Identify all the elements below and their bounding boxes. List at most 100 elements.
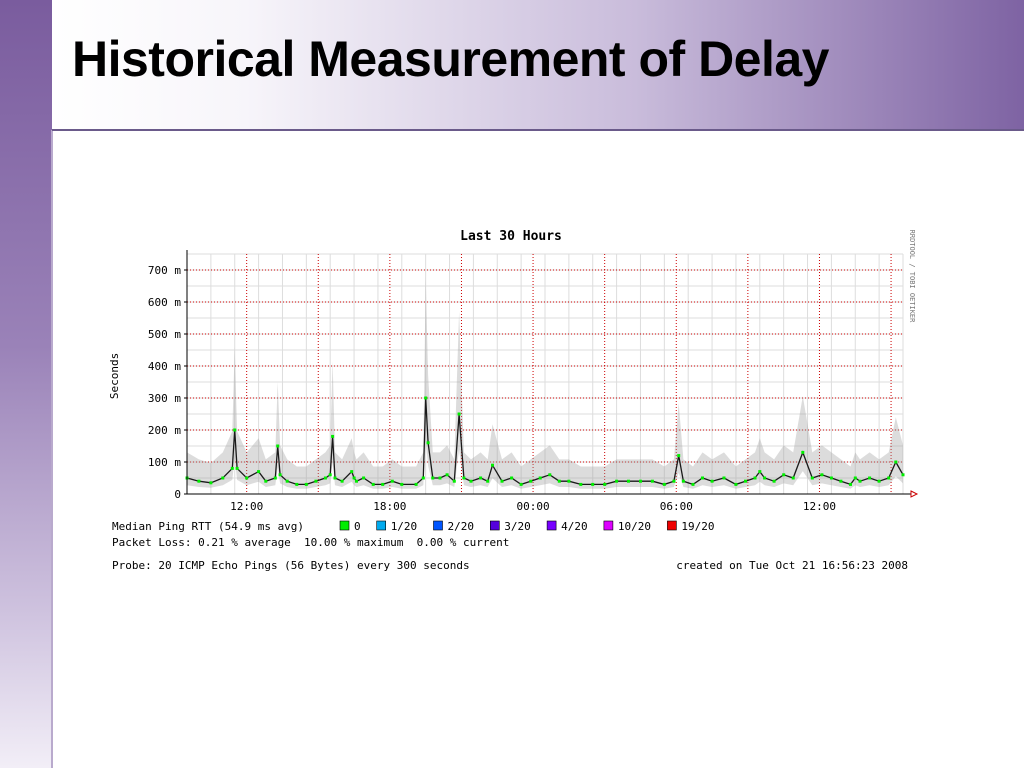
y-tick-label: 200 m [148, 424, 181, 437]
median-point [276, 444, 280, 448]
median-point [567, 479, 571, 483]
median-point [350, 470, 354, 474]
rrdtool-credit: RRDTOOL / TOBI OETIKER [908, 230, 916, 324]
median-point [257, 470, 261, 474]
median-point [615, 479, 619, 483]
slide-header-band [52, 0, 1024, 129]
y-tick-label: 0 [174, 488, 181, 501]
median-point [877, 479, 881, 483]
median-point [639, 479, 642, 483]
major-grid [187, 254, 903, 494]
median-point [701, 476, 704, 480]
median-point [452, 479, 456, 483]
median-point [362, 476, 366, 480]
median-point [479, 476, 483, 480]
median-point [352, 476, 356, 480]
median-point [414, 482, 418, 486]
median-point [328, 473, 332, 477]
x-tick-labels: 12:00 18:00 00:00 06:00 12:00 [230, 500, 836, 513]
median-point [868, 476, 872, 480]
y-tick-labels: 0 100 m 200 m 300 m 400 m 500 m 600 m 700 m [148, 264, 187, 501]
legend-swatch [546, 520, 557, 531]
x-tick-label: 12:00 [803, 500, 836, 513]
median-point [753, 476, 757, 480]
median-point [603, 482, 607, 486]
median-point [677, 454, 681, 458]
x-tick-label: 12:00 [230, 500, 263, 513]
median-point [500, 479, 504, 483]
median-point [457, 412, 461, 416]
legend-median: Median Ping RTT (54.9 ms avg) [112, 520, 304, 533]
legend-packet-loss: Packet Loss: 0.21 % average 10.00 % maxi… [112, 536, 509, 549]
median-point [801, 450, 805, 454]
median-point [510, 476, 514, 480]
slide-title: Historical Measurement of Delay [72, 31, 830, 87]
median-point [390, 479, 394, 483]
legend-loss-label: 4/20 [561, 520, 588, 533]
median-point [233, 428, 237, 432]
median-point [672, 479, 676, 483]
median-point [650, 479, 654, 483]
median-point [235, 466, 239, 470]
median-point [901, 473, 905, 477]
latency-spread [187, 276, 903, 489]
left-decor-bar [0, 0, 52, 768]
median-point [839, 479, 843, 483]
median-point [887, 476, 891, 480]
median-point [579, 482, 583, 486]
y-tick-label: 400 m [148, 360, 181, 373]
median-line [186, 397, 904, 486]
median-point [314, 479, 318, 483]
median-point [820, 473, 824, 477]
median-point [791, 476, 795, 480]
median-point [340, 479, 344, 483]
median-point [371, 482, 375, 486]
median-point [421, 476, 425, 480]
spread-band [187, 276, 903, 489]
y-tick-label: 500 m [148, 328, 181, 341]
median-point [304, 482, 308, 486]
legend-loss-label: 0 [354, 520, 361, 533]
median-point [829, 476, 833, 480]
left-decor-edge [51, 130, 53, 768]
median-point [744, 479, 747, 483]
y-tick-label: 300 m [148, 392, 181, 405]
loss-points [185, 396, 905, 486]
median-point [331, 434, 335, 438]
median-point [853, 476, 857, 480]
median-point [333, 476, 337, 480]
legend-swatch [667, 520, 677, 531]
median-point [758, 470, 762, 474]
axes [186, 250, 919, 498]
median-point [295, 482, 299, 486]
y-tick-label: 700 m [148, 264, 181, 277]
median-point [858, 479, 862, 483]
median-point [469, 479, 473, 483]
median-series [186, 397, 904, 486]
header-divider [52, 129, 1024, 131]
legend-swatch [376, 520, 387, 531]
median-point [381, 482, 385, 486]
median-point [221, 476, 225, 480]
x-tick-label: 00:00 [517, 500, 550, 513]
median-point [445, 473, 449, 477]
median-point [734, 482, 738, 486]
median-point [462, 476, 466, 480]
chart-background [100, 216, 930, 586]
legend-loss-label: 1/20 [391, 520, 418, 533]
median-point [894, 460, 898, 464]
legend-loss-label: 10/20 [618, 520, 651, 533]
median-point [849, 482, 852, 486]
median-point [627, 479, 630, 483]
legend-probe: Probe: 20 ICMP Echo Pings (56 Bytes) eve… [112, 559, 470, 572]
median-point [278, 473, 282, 477]
median-point [763, 476, 767, 480]
median-point [538, 476, 542, 480]
median-point [782, 473, 786, 477]
median-point [722, 476, 726, 480]
legend-loss-items: 0 1/20 2/20 3/20 4/20 10/20 19/20 [339, 520, 715, 533]
median-point [591, 482, 595, 486]
median-point [810, 476, 814, 480]
median-point [273, 476, 277, 480]
legend-loss-label: 2/20 [448, 520, 475, 533]
